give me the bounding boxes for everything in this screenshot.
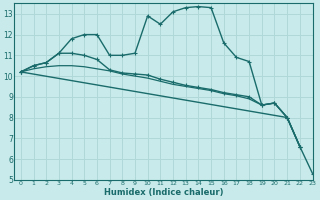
X-axis label: Humidex (Indice chaleur): Humidex (Indice chaleur) <box>104 188 223 197</box>
